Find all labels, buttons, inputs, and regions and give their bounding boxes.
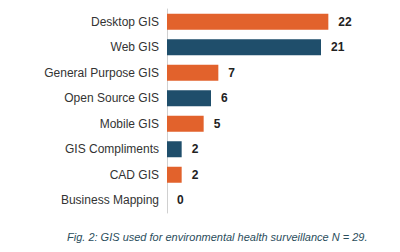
svg-text:GIS Compliments: GIS Compliments [65, 142, 159, 156]
svg-text:21: 21 [331, 40, 345, 54]
svg-text:22: 22 [338, 15, 352, 29]
svg-text:7: 7 [228, 66, 235, 80]
svg-text:CAD GIS: CAD GIS [110, 168, 159, 182]
svg-text:2: 2 [192, 168, 199, 182]
svg-text:Business Mapping: Business Mapping [61, 193, 159, 207]
svg-text:2: 2 [192, 142, 199, 156]
svg-text:Desktop GIS: Desktop GIS [91, 15, 159, 29]
svg-text:Open Source GIS: Open Source GIS [64, 91, 159, 105]
svg-text:0: 0 [177, 193, 184, 207]
svg-text:General Purpose GIS: General Purpose GIS [44, 66, 159, 80]
svg-text:6: 6 [221, 91, 228, 105]
svg-text:Fig. 2: GIS used for environme: Fig. 2: GIS used for environmental healt… [67, 231, 368, 243]
svg-text:Web GIS: Web GIS [111, 40, 159, 54]
svg-text:5: 5 [214, 117, 221, 131]
svg-text:Mobile GIS: Mobile GIS [100, 117, 159, 131]
